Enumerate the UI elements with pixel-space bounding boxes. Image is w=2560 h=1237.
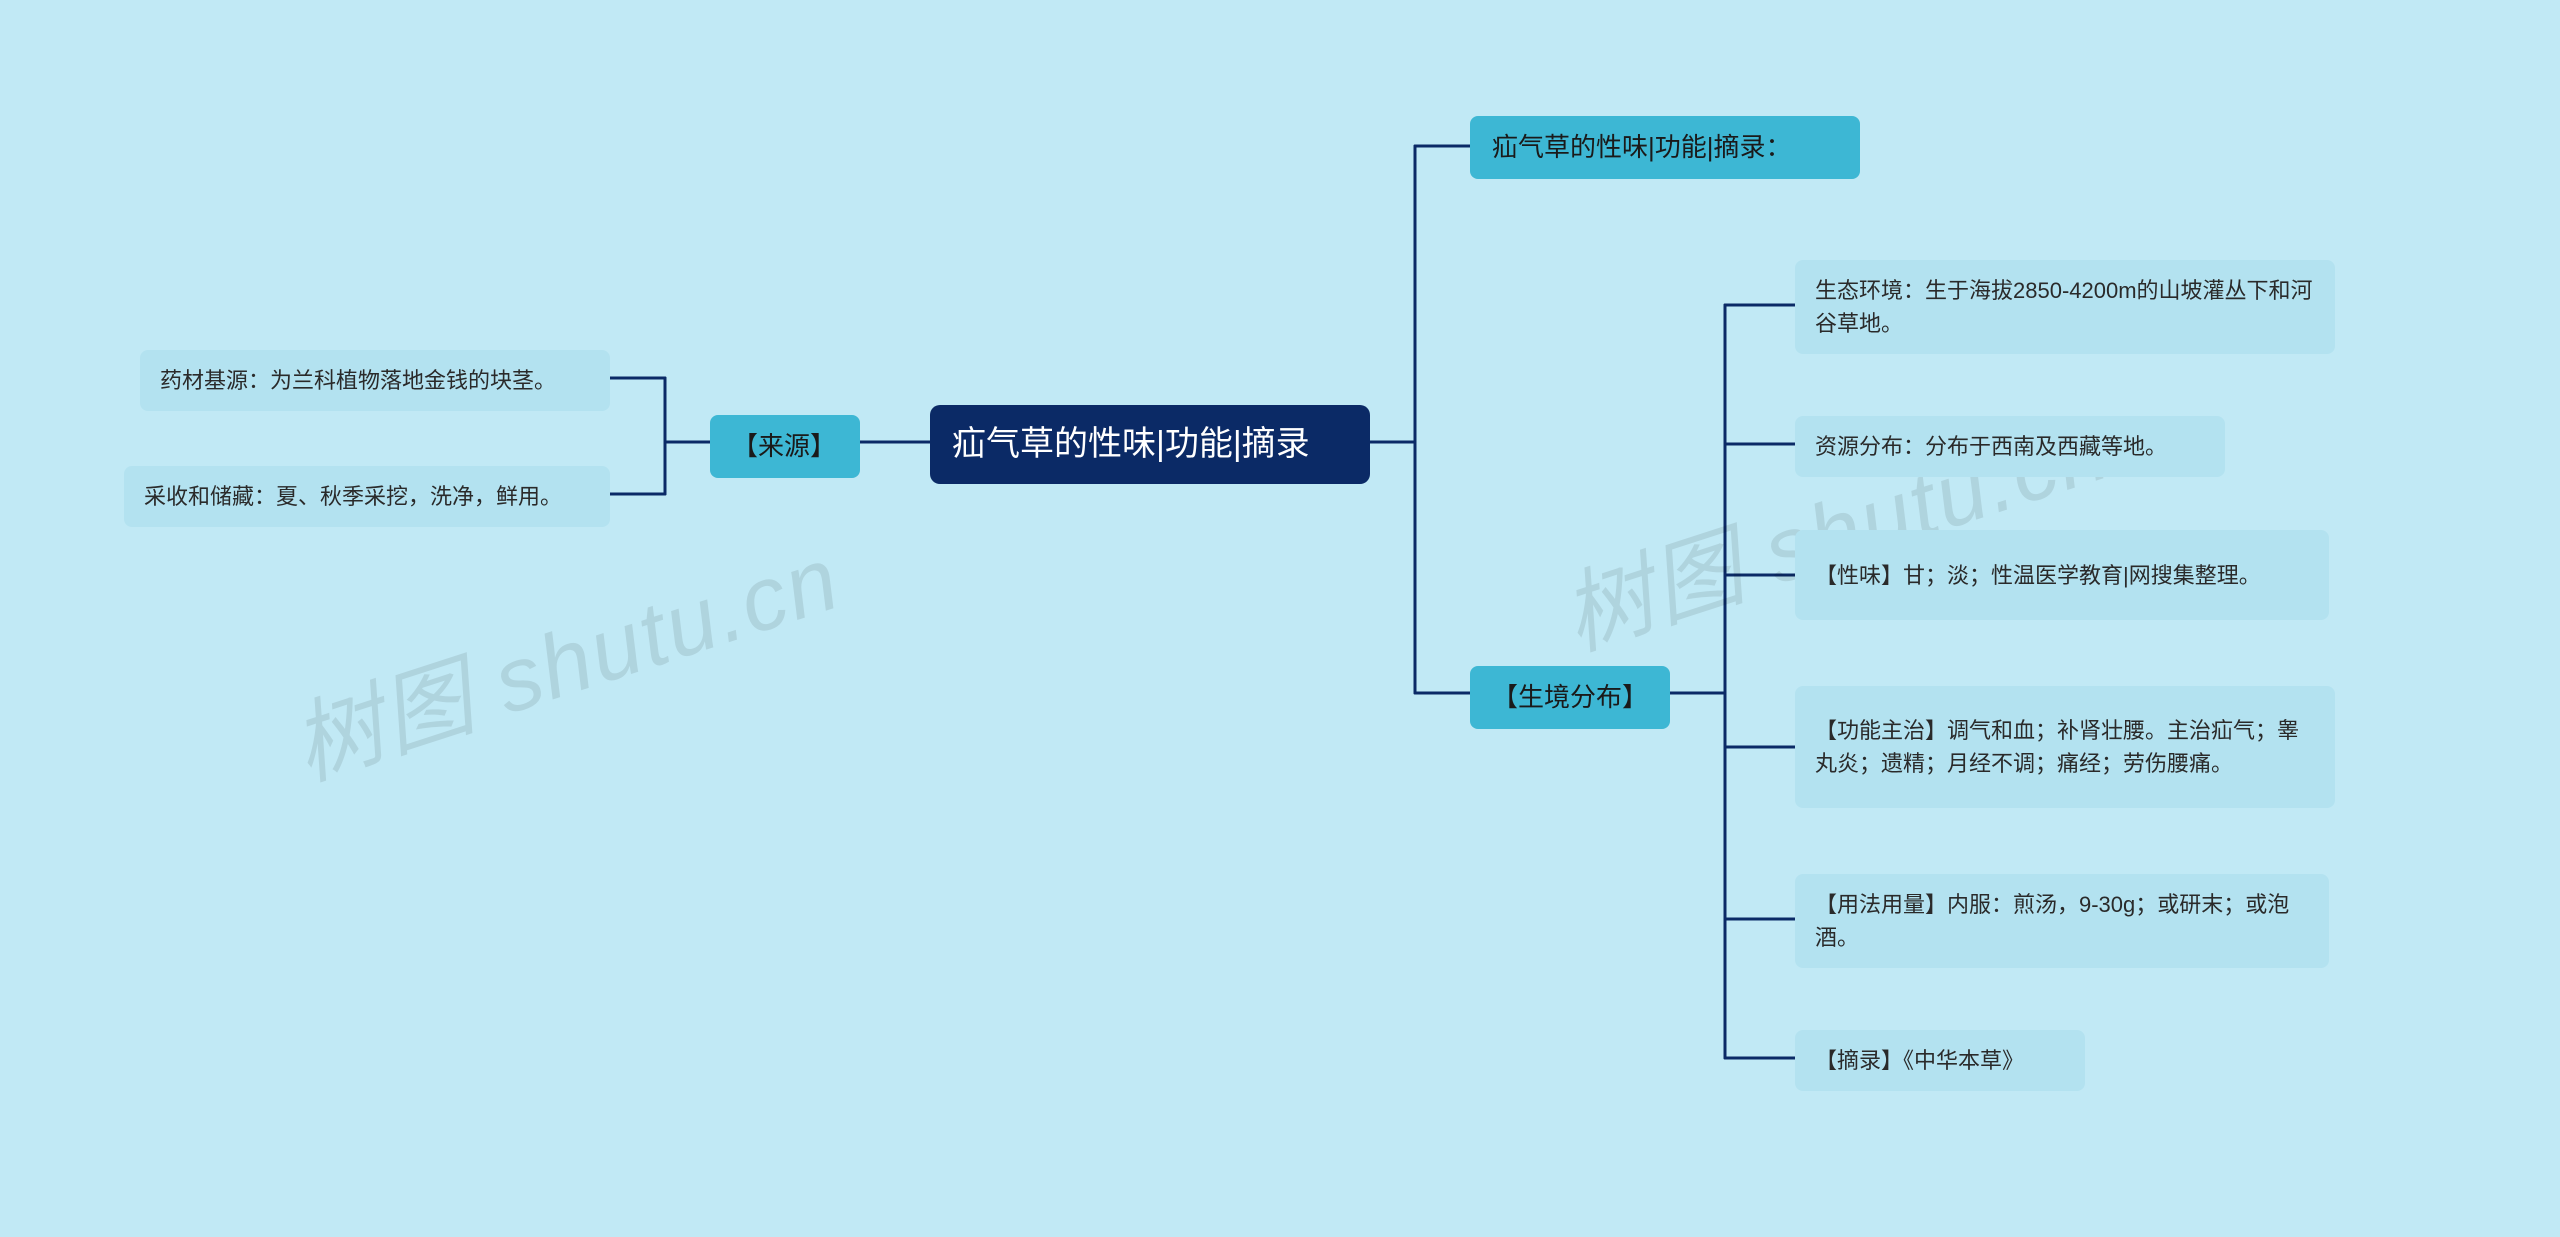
mindmap-canvas: 树图 shutu.cn 树图 shutu.cn 疝气草的性味|功能|摘录 【来源… — [0, 0, 2560, 1237]
leaf-h2-label: 资源分布：分布于西南及西藏等地。 — [1815, 430, 2167, 463]
leaf-h5[interactable]: 【用法用量】内服：煎汤，9-30g；或研末；或泡酒。 — [1795, 874, 2329, 968]
title2-label: 疝气草的性味|功能|摘录： — [1492, 128, 1792, 167]
leaf-h1[interactable]: 生态环境：生于海拔2850-4200m的山坡灌丛下和河谷草地。 — [1795, 260, 2335, 354]
title2-node[interactable]: 疝气草的性味|功能|摘录： — [1470, 116, 1860, 179]
leaf-h3[interactable]: 【性味】甘；淡；性温医学教育|网搜集整理。 — [1795, 530, 2329, 620]
leaf-h5-label: 【用法用量】内服：煎汤，9-30g；或研末；或泡酒。 — [1815, 888, 2309, 954]
leaf-h6[interactable]: 【摘录】《中华本草》 — [1795, 1030, 2085, 1091]
leaf-src1-label: 药材基源：为兰科植物落地金钱的块茎。 — [160, 364, 556, 397]
leaf-h6-label: 【摘录】《中华本草》 — [1815, 1044, 2024, 1077]
leaf-h1-label: 生态环境：生于海拔2850-4200m的山坡灌丛下和河谷草地。 — [1815, 274, 2315, 340]
habitat-node[interactable]: 【生境分布】 — [1470, 666, 1670, 729]
watermark-1: 树图 shutu.cn — [274, 506, 854, 805]
leaf-src2-label: 采收和储藏：夏、秋季采挖，洗净，鲜用。 — [144, 480, 562, 513]
source-node[interactable]: 【来源】 — [710, 415, 860, 478]
root-node[interactable]: 疝气草的性味|功能|摘录 — [930, 405, 1370, 484]
leaf-h2[interactable]: 资源分布：分布于西南及西藏等地。 — [1795, 416, 2225, 477]
leaf-src2[interactable]: 采收和储藏：夏、秋季采挖，洗净，鲜用。 — [124, 466, 610, 527]
leaf-h4[interactable]: 【功能主治】调气和血；补肾壮腰。主治疝气；睾丸炎；遗精；月经不调；痛经；劳伤腰痛… — [1795, 686, 2335, 808]
leaf-h4-label: 【功能主治】调气和血；补肾壮腰。主治疝气；睾丸炎；遗精；月经不调；痛经；劳伤腰痛… — [1815, 714, 2315, 780]
root-label: 疝气草的性味|功能|摘录 — [952, 419, 1310, 470]
source-label: 【来源】 — [732, 427, 836, 466]
leaf-h3-label: 【性味】甘；淡；性温医学教育|网搜集整理。 — [1815, 559, 2261, 592]
habitat-label: 【生境分布】 — [1492, 678, 1648, 717]
leaf-src1[interactable]: 药材基源：为兰科植物落地金钱的块茎。 — [140, 350, 610, 411]
